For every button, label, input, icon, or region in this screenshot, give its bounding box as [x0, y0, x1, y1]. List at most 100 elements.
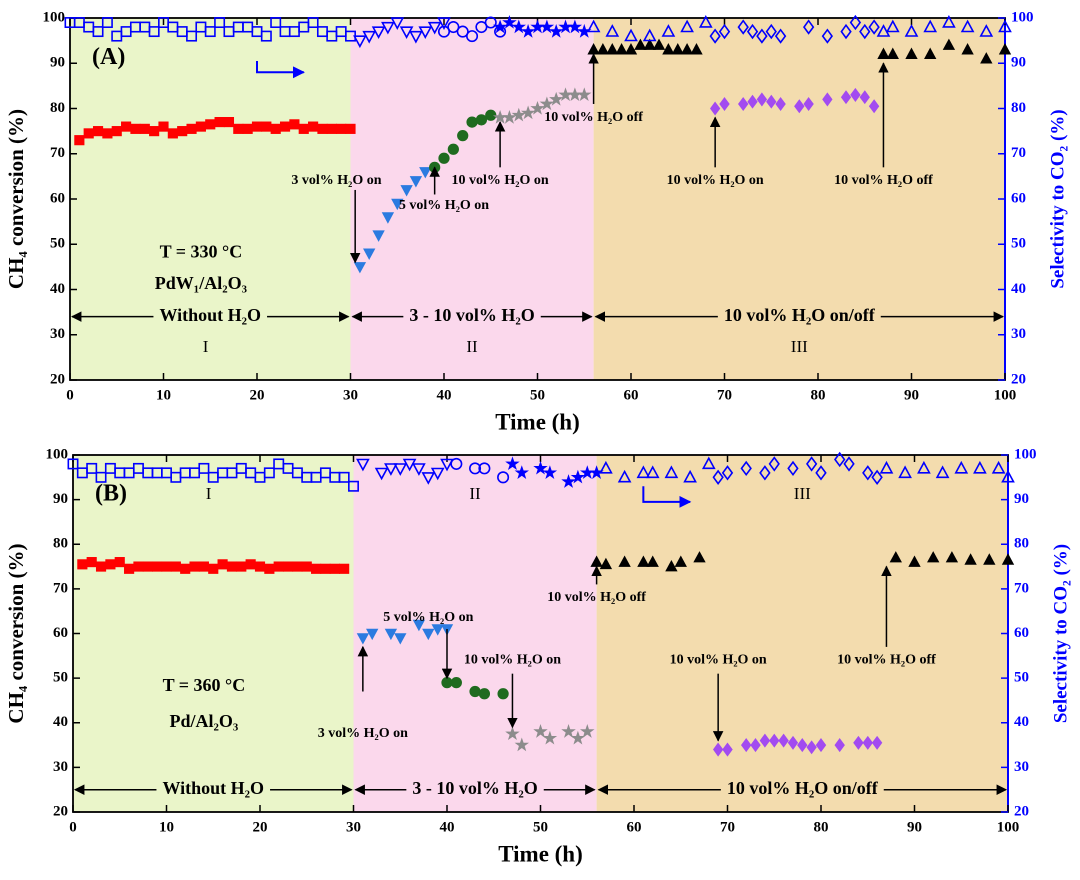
data-point	[440, 458, 454, 472]
data-point	[998, 43, 1012, 55]
data-point	[204, 26, 216, 38]
data-point	[577, 87, 592, 102]
data-point	[114, 557, 125, 568]
data-point	[254, 561, 266, 572]
data-point	[92, 26, 104, 38]
y2-tick-label: 20	[1014, 803, 1029, 819]
data-point	[797, 738, 808, 753]
data-point	[973, 460, 987, 474]
data-point	[402, 458, 417, 472]
span-label: Without H₂O	[159, 305, 261, 325]
data-point	[923, 19, 938, 33]
annotation: 10 vol% H₂O on	[670, 652, 767, 667]
data-point	[803, 97, 814, 111]
data-point	[713, 742, 724, 757]
data-point	[991, 460, 1006, 474]
data-point	[298, 123, 309, 134]
data-point	[766, 94, 777, 109]
data-point	[502, 14, 517, 29]
data-point	[520, 105, 536, 120]
y2-tick-label: 60	[1011, 190, 1026, 206]
data-point	[671, 43, 684, 55]
region	[73, 455, 354, 812]
y-tick-label: 90	[50, 55, 65, 71]
data-point	[251, 121, 263, 132]
data-point	[186, 123, 197, 134]
y2-axis-label: Selectivity to CO₂ (%)	[1050, 544, 1071, 723]
data-point	[615, 43, 628, 55]
data-point	[514, 465, 529, 480]
x-tick-label: 20	[253, 819, 268, 835]
annotation: 10 vol% H₂O off	[544, 110, 643, 125]
data-point	[478, 688, 491, 700]
span-label: Without H₂O	[162, 778, 264, 798]
data-point	[787, 460, 799, 477]
data-point	[366, 628, 379, 641]
data-point	[719, 97, 730, 111]
region	[70, 18, 351, 380]
x-tick-label: 60	[627, 819, 642, 835]
annotation: 3 vol% H₂O on	[318, 726, 408, 741]
data-point	[279, 121, 291, 132]
data-point	[850, 87, 861, 102]
y2-axis-label: Selectivity to CO₂ (%)	[1047, 109, 1068, 288]
data-point	[853, 735, 864, 750]
data-point	[148, 26, 160, 38]
data-point	[710, 101, 721, 116]
data-point	[756, 92, 768, 107]
data-point	[917, 460, 931, 474]
panel-label: (A)	[92, 44, 125, 70]
data-point	[624, 43, 638, 55]
data-point	[198, 462, 210, 474]
x-tick-label: 70	[717, 387, 732, 403]
data-point	[412, 463, 426, 476]
data-point	[964, 553, 977, 565]
x-tick-label: 50	[533, 819, 548, 835]
data-point	[927, 551, 940, 563]
data-point	[502, 109, 517, 124]
data-point	[690, 43, 703, 55]
y2-tick-label: 100	[1014, 446, 1037, 462]
data-point	[701, 456, 716, 470]
annotation: 10 vol% H₂O off	[547, 590, 646, 605]
data-point	[217, 559, 228, 570]
x-tick-label: 10	[156, 387, 171, 403]
data-point	[469, 462, 482, 475]
y-tick-label: 40	[53, 714, 68, 730]
y-tick-label: 50	[53, 670, 68, 686]
x-tick-label: 70	[720, 819, 735, 835]
data-point	[954, 460, 969, 474]
data-point	[533, 724, 548, 738]
y2-tick-label: 50	[1011, 236, 1026, 252]
data-point	[372, 230, 385, 242]
x-tick-label: 20	[250, 387, 265, 403]
region	[350, 18, 594, 380]
x-tick-label: 60	[624, 387, 639, 403]
data-point	[161, 561, 172, 572]
data-point	[643, 38, 656, 50]
y-tick-label: 90	[53, 491, 68, 507]
data-point	[263, 467, 275, 479]
data-point	[102, 128, 113, 139]
data-point	[492, 19, 508, 34]
panel: 0 10 20 30 40 50 60 70 80 90 100203040506070809010…	[4, 446, 1072, 866]
data-point	[862, 735, 873, 750]
data-point	[840, 23, 852, 40]
data-point	[636, 465, 651, 479]
y2-tick-label: 30	[1011, 326, 1026, 342]
data-point	[709, 28, 721, 44]
label: III	[791, 337, 808, 356]
data-point	[750, 738, 761, 753]
data-point	[834, 738, 845, 753]
data-point	[205, 119, 216, 130]
data-point	[787, 735, 799, 750]
data-point	[599, 557, 613, 570]
data-point	[497, 688, 509, 700]
data-point	[885, 19, 900, 33]
label: T = 360 °C	[163, 675, 246, 695]
data-point	[133, 561, 144, 572]
data-point	[233, 123, 244, 134]
data-point	[605, 24, 620, 37]
data-point	[83, 128, 94, 139]
data-point	[399, 26, 414, 39]
